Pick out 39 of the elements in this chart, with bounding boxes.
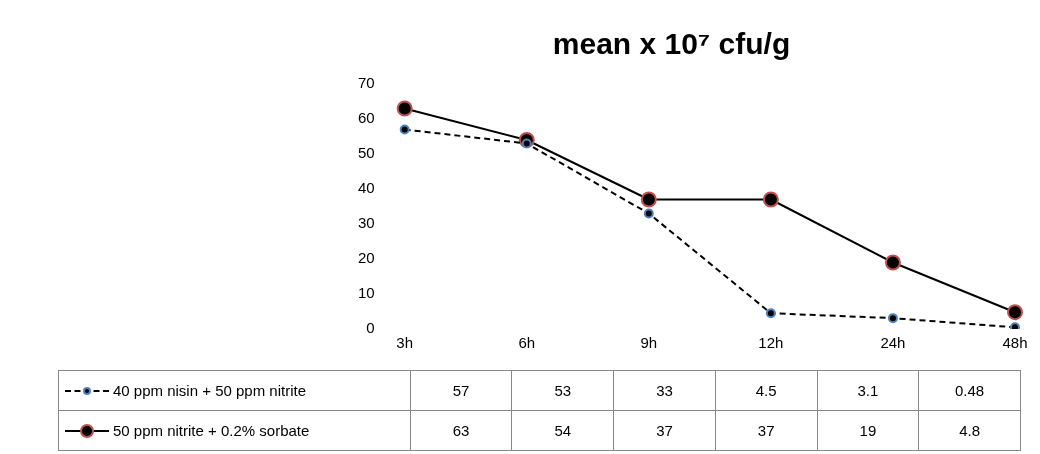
point xyxy=(887,313,898,324)
data-label: 3.1 xyxy=(817,370,919,411)
data-label: 53 xyxy=(511,370,614,411)
x-tick-label: 9h xyxy=(640,334,658,352)
y-tick-label: 50 xyxy=(358,144,375,162)
point xyxy=(765,308,776,319)
point xyxy=(1007,304,1023,321)
legend-label: 50 ppm nitrite + 0.2% sorbate xyxy=(113,422,310,439)
data-label: 4.8 xyxy=(918,410,1021,451)
chart-title: mean x 10⁷ cfu/g xyxy=(552,27,791,61)
y-tick-label: 0 xyxy=(366,319,375,337)
x-tick-label: 6h xyxy=(518,334,536,352)
x-tick-label: 24h xyxy=(880,334,906,352)
point xyxy=(399,124,410,135)
x-tick-label: 12h xyxy=(758,334,784,352)
data-label: 37 xyxy=(613,410,716,451)
data-label: 54 xyxy=(511,410,614,451)
y-tick-label: 30 xyxy=(358,214,375,232)
y-tick-label: 10 xyxy=(358,284,375,302)
legend-label: 40 ppm nisin + 50 ppm nitrite xyxy=(113,382,307,399)
data-label: 0.48 xyxy=(918,370,1021,411)
point xyxy=(884,254,901,271)
y-tick-label: 40 xyxy=(358,179,375,197)
point xyxy=(396,100,413,117)
data-label: 33 xyxy=(613,370,716,411)
y-tick-label: 70 xyxy=(358,74,375,92)
point xyxy=(762,191,779,208)
data-label: 4.5 xyxy=(715,370,818,411)
point xyxy=(1010,322,1020,329)
data-label: 63 xyxy=(410,410,512,451)
data-label: 19 xyxy=(817,410,919,451)
x-tick-label: 48h xyxy=(1002,334,1028,352)
y-tick-label: 60 xyxy=(358,109,375,127)
data-label: 37 xyxy=(715,410,818,451)
point xyxy=(640,191,657,208)
y-tick-label: 20 xyxy=(358,249,375,267)
point xyxy=(643,208,654,219)
x-tick-label: 3h xyxy=(396,334,414,352)
data-label: 57 xyxy=(410,370,512,411)
